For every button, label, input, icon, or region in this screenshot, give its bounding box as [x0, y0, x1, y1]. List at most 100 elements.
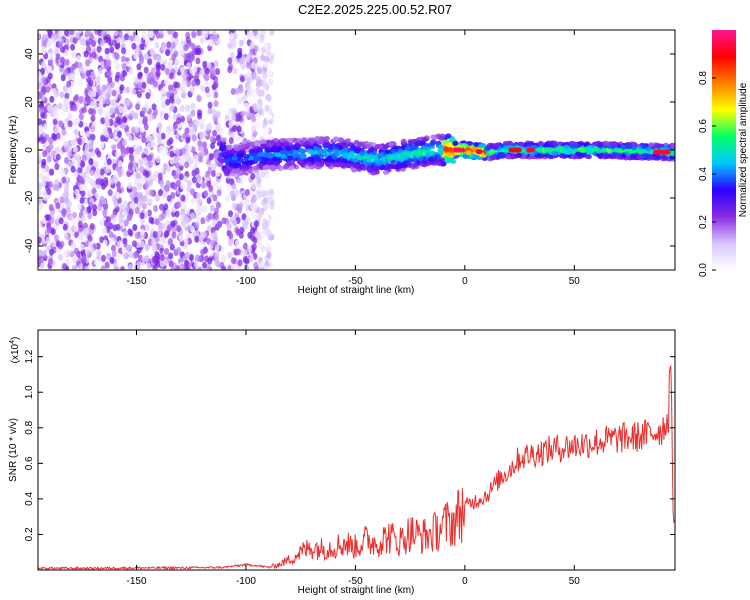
heatmap-cell — [109, 107, 115, 114]
heatmap-cell — [59, 91, 65, 99]
heatmap-cell — [248, 51, 254, 59]
heatmap-cell — [263, 128, 269, 136]
heatmap-cell — [76, 235, 82, 243]
heatmap-cell — [127, 49, 133, 57]
heatmap-cell — [58, 217, 64, 225]
heatmap-cell — [669, 151, 675, 157]
heatmap-cell — [115, 116, 121, 124]
heatmap-cell — [128, 208, 134, 216]
heatmap-cell — [645, 146, 652, 152]
heatmap-cell — [54, 163, 60, 171]
heatmap-cell — [183, 238, 189, 246]
heatmap-cell — [48, 258, 53, 265]
heatmap-cell — [429, 150, 435, 156]
heatmap-cell — [227, 264, 233, 270]
heatmap-cell — [268, 188, 274, 196]
heatmap-cell — [253, 105, 259, 113]
heatmap-cell — [263, 197, 269, 205]
heatmap-cell — [197, 255, 203, 263]
heatmap-cell — [620, 153, 627, 159]
heatmap-cell — [107, 88, 113, 96]
heatmap-cell — [128, 146, 134, 154]
heatmap-cell — [194, 48, 200, 56]
heatmap-cell — [45, 76, 51, 84]
heatmap-cell — [266, 94, 272, 102]
heatmap-cell — [91, 90, 97, 98]
heatmap-cell — [148, 31, 154, 39]
heatmap-cell — [183, 176, 189, 183]
heatmap-cell — [143, 123, 149, 131]
heatmap-cell — [249, 141, 256, 147]
heatmap-cell — [80, 137, 86, 145]
heatmap-cell — [579, 147, 586, 153]
heatmap-cell — [80, 160, 86, 168]
heatmap-cell — [353, 148, 360, 154]
heatmap-cell — [75, 152, 81, 160]
heatmap-y-tick-label: -20 — [24, 190, 35, 205]
heatmap-cell — [361, 165, 368, 171]
heatmap-cell — [234, 87, 240, 95]
heatmap-cell — [65, 258, 71, 266]
heatmap-cell — [170, 41, 176, 49]
heatmap-cell — [165, 98, 171, 106]
heatmap-cell — [421, 137, 428, 143]
heatmap-cell — [235, 134, 240, 142]
heatmap-cell — [216, 156, 223, 162]
heatmap-cell — [72, 104, 78, 112]
heatmap-cell — [551, 150, 557, 156]
heatmap-cell — [415, 151, 422, 156]
heatmap-cell — [42, 249, 47, 257]
heatmap-cell — [76, 103, 82, 111]
heatmap-cell — [169, 96, 174, 104]
heatmap-cell — [128, 67, 134, 75]
heatmap-x-tick-label: 0 — [462, 276, 468, 287]
heatmap-cell — [208, 78, 214, 86]
heatmap-cell — [233, 163, 240, 169]
heatmap-cell — [655, 143, 662, 149]
heatmap-cell — [288, 165, 295, 171]
heatmap-cell — [138, 159, 144, 167]
colorbar-tick-label: 0.2 — [698, 215, 709, 229]
heatmap-cell — [78, 97, 84, 104]
heatmap-cell — [202, 206, 208, 214]
heatmap-cell — [38, 32, 41, 40]
heatmap-cell — [210, 142, 215, 150]
heatmap-cell — [102, 227, 108, 235]
heatmap-cell — [58, 120, 64, 128]
heatmap-cell — [209, 89, 215, 97]
heatmap-cell — [101, 154, 107, 162]
heatmap-cell — [42, 150, 48, 158]
heatmap-cell — [143, 66, 149, 74]
heatmap-y-tick-label: 40 — [24, 48, 35, 60]
heatmap-cell — [227, 66, 233, 74]
heatmap-cell — [163, 78, 169, 86]
heatmap-cell — [172, 113, 178, 121]
heatmap-cell — [370, 170, 377, 176]
heatmap-cell — [240, 110, 246, 117]
heatmap-y-ticks: -40 -20 0 20 40 — [24, 48, 675, 253]
heatmap-cell — [189, 50, 195, 58]
heatmap-cell — [165, 180, 171, 187]
heatmap-cell — [237, 259, 243, 267]
heatmap-cell — [42, 123, 48, 131]
heatmap-cell — [241, 163, 247, 169]
heatmap-cell — [239, 75, 245, 83]
heatmap-cell — [263, 209, 269, 217]
heatmap-cell — [384, 149, 391, 155]
heatmap-cell — [229, 52, 235, 59]
heatmap-cell — [167, 30, 173, 35]
heatmap-cell — [213, 100, 219, 107]
heatmap-cell — [221, 217, 227, 225]
heatmap-cell — [152, 130, 158, 138]
heatmap-cell — [229, 178, 235, 185]
heatmap-cell — [234, 190, 240, 197]
heatmap-cell — [249, 42, 255, 49]
heatmap-cell — [96, 45, 102, 53]
heatmap-cell — [78, 113, 84, 121]
heatmap-cell — [60, 74, 66, 82]
heatmap-cell — [54, 146, 60, 154]
heatmap-cell — [245, 56, 251, 64]
heatmap-cell — [46, 40, 52, 48]
heatmap-cell — [251, 243, 257, 251]
heatmap-cell — [64, 30, 69, 37]
